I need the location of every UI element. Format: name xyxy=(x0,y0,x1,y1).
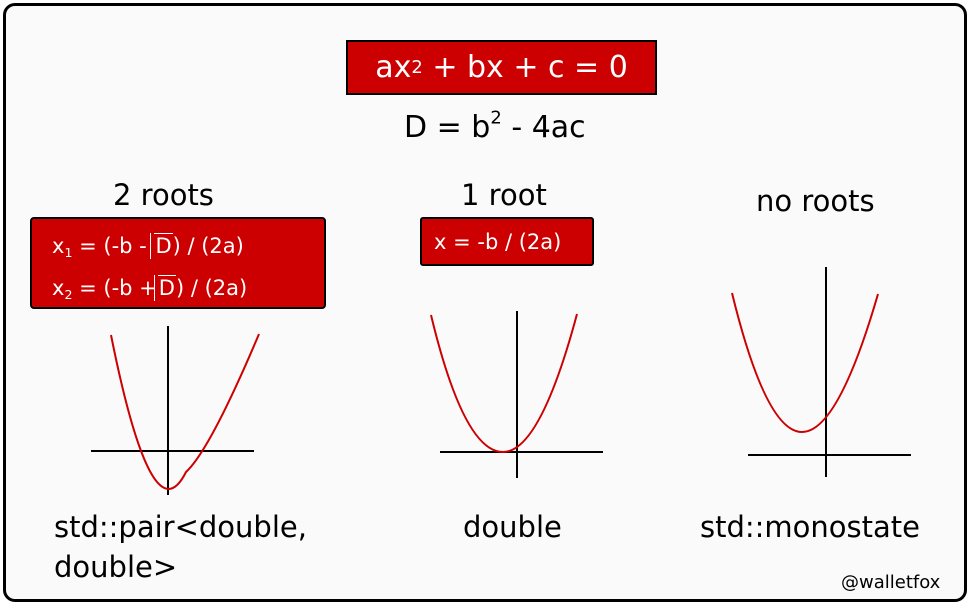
root1-var: x xyxy=(52,234,65,258)
equation-rest: + bx + c = 0 xyxy=(422,50,628,85)
case-title-one-root: 1 root xyxy=(461,178,547,212)
root1-sub: 1 xyxy=(64,244,73,260)
graph-no-roots xyxy=(731,267,911,477)
discriminant-rest: - 4ac xyxy=(501,110,586,145)
parabola-curve xyxy=(430,313,578,454)
sqrt-symbol: D xyxy=(150,233,173,259)
return-type-pair-line2: double> xyxy=(54,550,178,584)
root1-post: ) / (2a) xyxy=(172,234,244,258)
root2-pre: = (-b + xyxy=(72,276,157,300)
root2-var: x xyxy=(52,276,65,300)
return-type-double: double xyxy=(463,510,562,544)
quadratic-equation-box: ax 2 + bx + c = 0 xyxy=(346,40,657,95)
parabola-curve xyxy=(110,333,260,490)
root2-post: ) / (2a) xyxy=(175,276,248,300)
sqrt-symbol: D xyxy=(153,275,176,301)
root2-sub: 2 xyxy=(64,286,73,302)
root1-formula: x1 = (-b - D) / (2a) xyxy=(52,233,244,260)
one-root-formula-box: x = -b / (2a) xyxy=(420,217,594,266)
equation-left: ax xyxy=(375,50,412,85)
discriminant-exponent: 2 xyxy=(490,107,502,129)
root1-pre: = (-b - xyxy=(72,234,154,258)
root2-formula: x2 = (-b +D) / (2a) xyxy=(52,275,248,302)
watermark: @walletfox xyxy=(841,572,941,593)
return-type-monostate: std::monostate xyxy=(700,510,921,544)
return-type-pair-line1: std::pair<double, xyxy=(54,510,307,544)
discriminant-formula: D = b2 - 4ac xyxy=(404,107,586,145)
case-title-no-roots: no roots xyxy=(756,184,875,218)
root1-radicand: D xyxy=(155,234,172,258)
single-root-formula: x = -b / (2a) xyxy=(434,230,562,254)
two-roots-formula-box: x1 = (-b - D) / (2a) x2 = (-b +D) / (2a) xyxy=(30,217,326,309)
parabola-curve xyxy=(731,292,879,434)
discriminant-left: D = b xyxy=(404,110,491,145)
graph-one-root xyxy=(430,311,603,478)
case-title-two-roots: 2 roots xyxy=(113,178,214,212)
root2-radicand: D xyxy=(158,276,175,300)
graph-two-roots xyxy=(91,326,260,495)
